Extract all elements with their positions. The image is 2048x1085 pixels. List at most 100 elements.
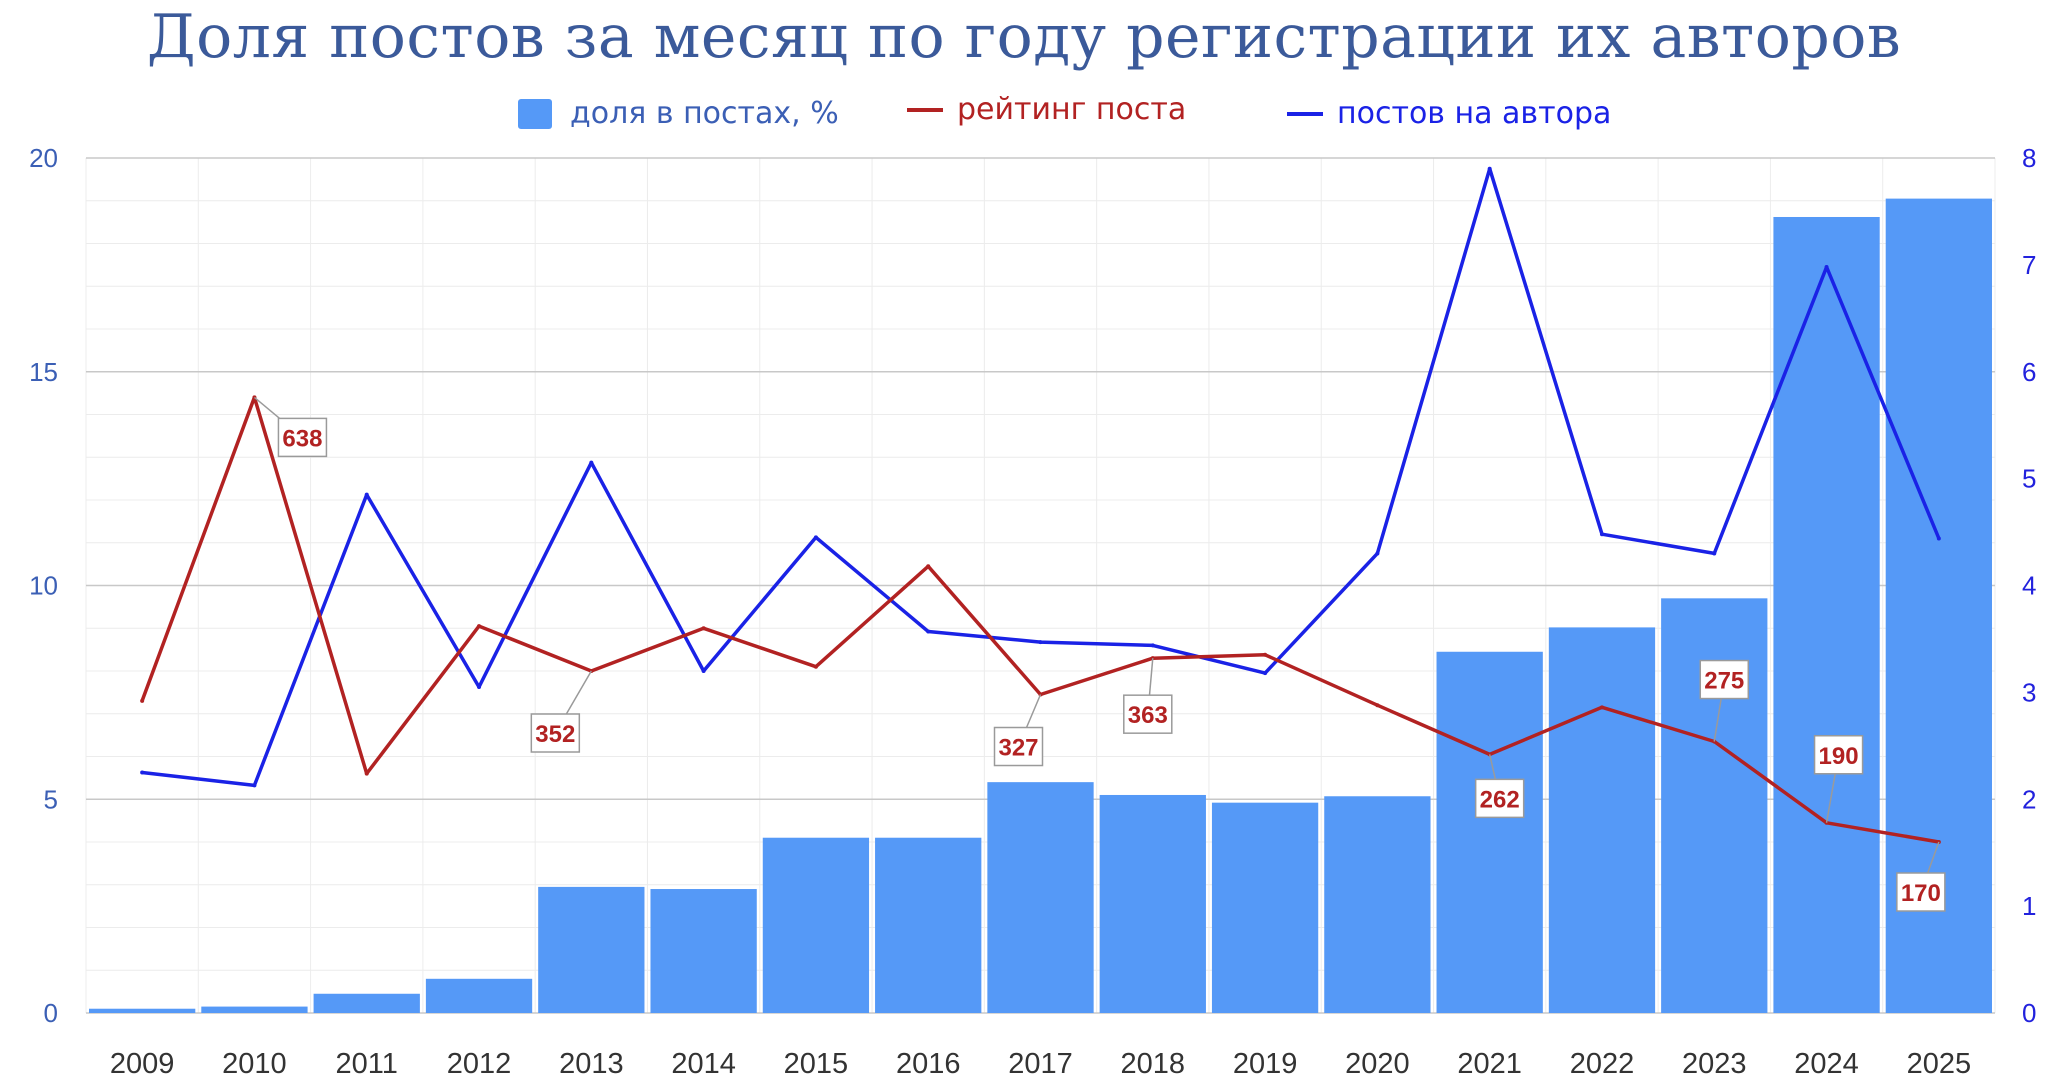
legend-item-posts[interactable]: постов на автора <box>1287 96 1611 131</box>
legend-label-share: доля в постах, % <box>570 96 839 131</box>
data-labels: 638 352 327 363 262 275 190 170 <box>253 396 1946 912</box>
posts-per-author-point <box>1038 640 1043 645</box>
legend-item-rating[interactable]: рейтинг поста <box>907 92 1186 127</box>
posts-per-author-point <box>364 492 369 497</box>
legend-label-rating: рейтинг поста <box>957 92 1187 127</box>
right-axis-tick: 6 <box>2022 357 2036 387</box>
x-axis-tick: 2023 <box>1682 1048 1747 1080</box>
post-rating-point <box>140 698 145 703</box>
bar-2017 <box>987 782 1094 1013</box>
right-axis-tick: 8 <box>2022 143 2036 173</box>
left-axis-tick: 5 <box>44 784 58 814</box>
posts-per-author-point <box>701 669 706 673</box>
label-box <box>993 726 1044 767</box>
posts-per-author-point <box>1936 536 1941 541</box>
line-series <box>140 166 1941 844</box>
posts-per-author-point <box>1150 643 1155 648</box>
x-axis-tick: 2025 <box>1907 1048 1972 1080</box>
bar-2014 <box>650 889 757 1013</box>
x-axis-tick: 2016 <box>896 1048 961 1080</box>
rating-data-label: 275 <box>1704 668 1744 695</box>
bar-2018 <box>1099 794 1206 1013</box>
right-axis-tick: 3 <box>2022 677 2036 707</box>
bar-2021 <box>1436 651 1543 1013</box>
x-axis-tick: 2009 <box>110 1048 175 1080</box>
label-box <box>1896 872 1946 912</box>
rating-data-label: 638 <box>282 425 322 452</box>
rating-data-label: 352 <box>535 721 575 748</box>
posts-per-author-point <box>1263 671 1268 676</box>
post-rating-point <box>1375 703 1380 708</box>
post-rating-point <box>1263 652 1268 657</box>
right-axis-tick: 0 <box>2022 998 2036 1028</box>
post-rating-point <box>1599 705 1604 710</box>
bar-2012 <box>425 978 533 1013</box>
right-axis-tick: 4 <box>2022 571 2036 601</box>
right-axis-tick: 7 <box>2022 250 2036 280</box>
legend-bar-swatch-icon <box>518 98 552 129</box>
bar-2024 <box>1773 216 1880 1013</box>
post-rating-point <box>813 664 818 669</box>
bar-2009 <box>89 1008 196 1013</box>
left-axis-tick: 15 <box>29 357 58 387</box>
posts-per-author-point <box>1712 551 1717 556</box>
x-axis-tick: 2014 <box>671 1048 736 1080</box>
rating-data-label: 190 <box>1819 743 1859 770</box>
legend-item-share[interactable]: доля в постах, % <box>518 96 839 131</box>
right-axis-tick: 5 <box>2022 464 2036 494</box>
bar-2010 <box>201 1006 308 1013</box>
legend-rating-swatch-icon <box>907 107 943 112</box>
x-axis-tick: 2021 <box>1457 1048 1522 1080</box>
post-rating-point <box>364 771 369 776</box>
bar-2020 <box>1324 796 1431 1013</box>
label-box <box>530 713 581 753</box>
x-axis-tick: 2017 <box>1008 1048 1073 1080</box>
posts-per-author-point <box>140 770 145 775</box>
rating-data-label: 170 <box>1901 880 1941 907</box>
x-axis-tick: 2011 <box>336 1048 398 1080</box>
chart-title: Доля постов за месяц по году регистрации… <box>146 2 1902 72</box>
label-box <box>277 417 328 458</box>
label-box <box>1123 694 1173 734</box>
posts-per-author-point <box>1599 532 1604 537</box>
bar-2019 <box>1211 802 1319 1013</box>
posts-per-author-point <box>813 535 818 540</box>
x-axis-tick: 2019 <box>1233 1048 1298 1080</box>
label-box <box>1813 735 1864 775</box>
posts-per-author-point <box>1375 551 1380 556</box>
x-axis-tick: 2018 <box>1121 1048 1186 1080</box>
legend-label-posts: постов на автора <box>1337 96 1612 131</box>
bar-2011 <box>313 993 420 1013</box>
x-axis-tick: 2015 <box>784 1048 849 1080</box>
left-axis-tick: 10 <box>29 571 58 601</box>
posts-per-author-point <box>926 629 931 634</box>
bar-2022 <box>1548 627 1656 1013</box>
posts-per-author-point <box>589 460 594 465</box>
right-axis-tick: 2 <box>2022 784 2036 814</box>
rating-data-label: 262 <box>1480 786 1520 813</box>
label-box <box>1474 778 1525 819</box>
x-axis-tick: 2020 <box>1345 1048 1410 1080</box>
rating-data-label: 327 <box>998 735 1038 762</box>
post-rating-point <box>926 564 931 569</box>
x-axis-tick: 2024 <box>1794 1048 1859 1080</box>
post-rating-point <box>701 626 706 631</box>
bar-2015 <box>762 837 870 1013</box>
left-axis-tick: 0 <box>44 998 58 1028</box>
left-axis-tick: 20 <box>29 143 58 173</box>
axes: 0 5 10 15 20 0 1 2 3 4 5 6 7 8 2009 2010 2011 2012 2013 201… <box>29 143 2036 1080</box>
posts-per-author-point <box>477 685 482 690</box>
post-rating-point <box>477 624 482 629</box>
label-box <box>1699 659 1750 700</box>
posts-per-author-point <box>252 783 257 788</box>
x-axis-tick: 2022 <box>1570 1048 1635 1080</box>
bar-2016 <box>875 837 982 1013</box>
x-axis-tick: 2012 <box>447 1048 512 1080</box>
x-axis-tick: 2013 <box>559 1048 624 1080</box>
rating-data-label: 363 <box>1128 702 1168 729</box>
bar-series <box>89 198 1992 1014</box>
posts-per-author-point <box>1824 265 1829 270</box>
legend-posts-swatch-icon <box>1287 111 1323 116</box>
x-axis-tick: 2010 <box>222 1048 287 1080</box>
